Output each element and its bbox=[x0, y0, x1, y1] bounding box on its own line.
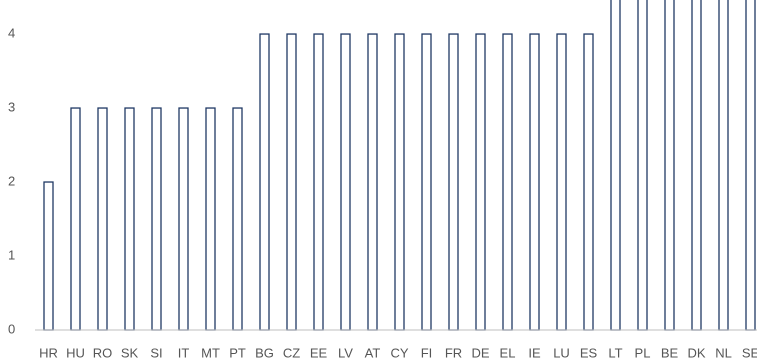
x-tick-label: BG bbox=[255, 345, 274, 360]
bar bbox=[394, 33, 405, 331]
x-tick-label: DE bbox=[471, 345, 489, 360]
bar bbox=[556, 33, 567, 331]
plot-area bbox=[43, 0, 756, 331]
x-tick-label: FR bbox=[445, 345, 462, 360]
x-tick-label: SK bbox=[121, 345, 139, 360]
x-tick-label: PL bbox=[635, 345, 651, 360]
bar bbox=[205, 107, 216, 331]
bar bbox=[43, 181, 54, 331]
bar bbox=[529, 33, 540, 331]
bar bbox=[718, 0, 729, 331]
y-tick-label: 1 bbox=[8, 247, 15, 262]
x-tick-label: EE bbox=[310, 345, 328, 360]
x-tick-label: EL bbox=[500, 345, 516, 360]
x-tick-label: HR bbox=[39, 345, 58, 360]
x-tick-label: HU bbox=[66, 345, 85, 360]
bar bbox=[151, 107, 162, 331]
bar bbox=[286, 33, 297, 331]
bar bbox=[313, 33, 324, 331]
x-tick-label: RO bbox=[93, 345, 113, 360]
bar bbox=[583, 33, 594, 331]
bar bbox=[610, 0, 621, 331]
bar bbox=[232, 107, 243, 331]
bar bbox=[691, 0, 702, 331]
x-tick-label: LV bbox=[338, 345, 353, 360]
x-tick-label: IT bbox=[178, 345, 190, 360]
x-tick-label: CY bbox=[390, 345, 408, 360]
bar bbox=[124, 107, 135, 331]
y-tick-label: 2 bbox=[8, 173, 15, 188]
x-tick-label: IE bbox=[528, 345, 541, 360]
x-tick-label: CZ bbox=[283, 345, 300, 360]
bar bbox=[97, 107, 108, 331]
x-tick-label: BE bbox=[661, 345, 679, 360]
x-tick-label: SE bbox=[742, 345, 757, 360]
x-tick-label: SI bbox=[150, 345, 162, 360]
bar bbox=[340, 33, 351, 331]
bar bbox=[178, 107, 189, 331]
y-tick-label: 0 bbox=[8, 321, 15, 336]
x-tick-label: LU bbox=[553, 345, 570, 360]
x-tick-label: FI bbox=[421, 345, 433, 360]
y-tick-label: 4 bbox=[8, 25, 15, 40]
x-tick-label: MT bbox=[201, 345, 220, 360]
bar bbox=[259, 33, 270, 331]
x-tick-label: LT bbox=[608, 345, 622, 360]
y-tick-label: 3 bbox=[8, 99, 15, 114]
x-tick-label: ES bbox=[580, 345, 598, 360]
bar bbox=[475, 33, 486, 331]
bar bbox=[502, 33, 513, 331]
bar bbox=[745, 0, 756, 331]
bar bbox=[637, 0, 648, 331]
bar bbox=[70, 107, 81, 331]
x-tick-label: NL bbox=[715, 345, 732, 360]
bar bbox=[664, 0, 675, 331]
x-tick-label: PT bbox=[229, 345, 246, 360]
x-tick-label: DK bbox=[687, 345, 705, 360]
x-tick-label: AT bbox=[365, 345, 381, 360]
bar bbox=[421, 33, 432, 331]
bar bbox=[367, 33, 378, 331]
bar bbox=[448, 33, 459, 331]
